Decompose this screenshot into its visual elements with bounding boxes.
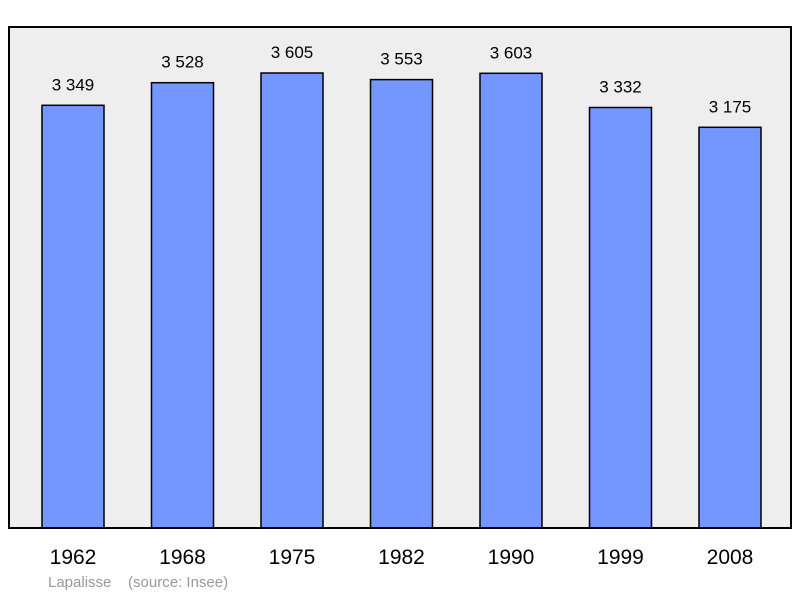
bar-1982: [369, 78, 434, 529]
bar-1962: [41, 104, 105, 529]
x-tick-label-1990: 1990: [488, 546, 535, 569]
value-label-1990: 3 603: [490, 43, 533, 62]
bar-1968: [150, 81, 215, 529]
bar-2008: [698, 126, 762, 529]
bars-group: [41, 72, 762, 529]
value-label-2008: 3 175: [709, 97, 752, 116]
x-tick-labels-group: 1962 1968 1975 1982 1990 1999 2008: [50, 546, 754, 569]
value-labels-group: 3 349 3 528 3 605 3 553 3 603 3 332 3 175: [52, 43, 752, 116]
value-label-1975: 3 605: [271, 43, 314, 62]
x-tick-label-2008: 2008: [707, 546, 754, 569]
bar-1990: [479, 72, 543, 529]
x-tick-label-1982: 1982: [378, 546, 425, 569]
x-tick-label-1999: 1999: [597, 546, 644, 569]
value-label-1968: 3 528: [161, 53, 204, 72]
value-label-1982: 3 553: [380, 50, 423, 69]
chart-caption: Lapalisse (source: Insee): [48, 574, 229, 591]
bar-1975: [260, 72, 324, 529]
bar-1999: [588, 106, 653, 529]
value-label-1962: 3 349: [52, 75, 95, 94]
x-tick-label-1968: 1968: [159, 546, 206, 569]
x-tick-label-1975: 1975: [269, 546, 316, 569]
x-tick-label-1962: 1962: [50, 546, 97, 569]
value-label-1999: 3 332: [599, 78, 642, 97]
